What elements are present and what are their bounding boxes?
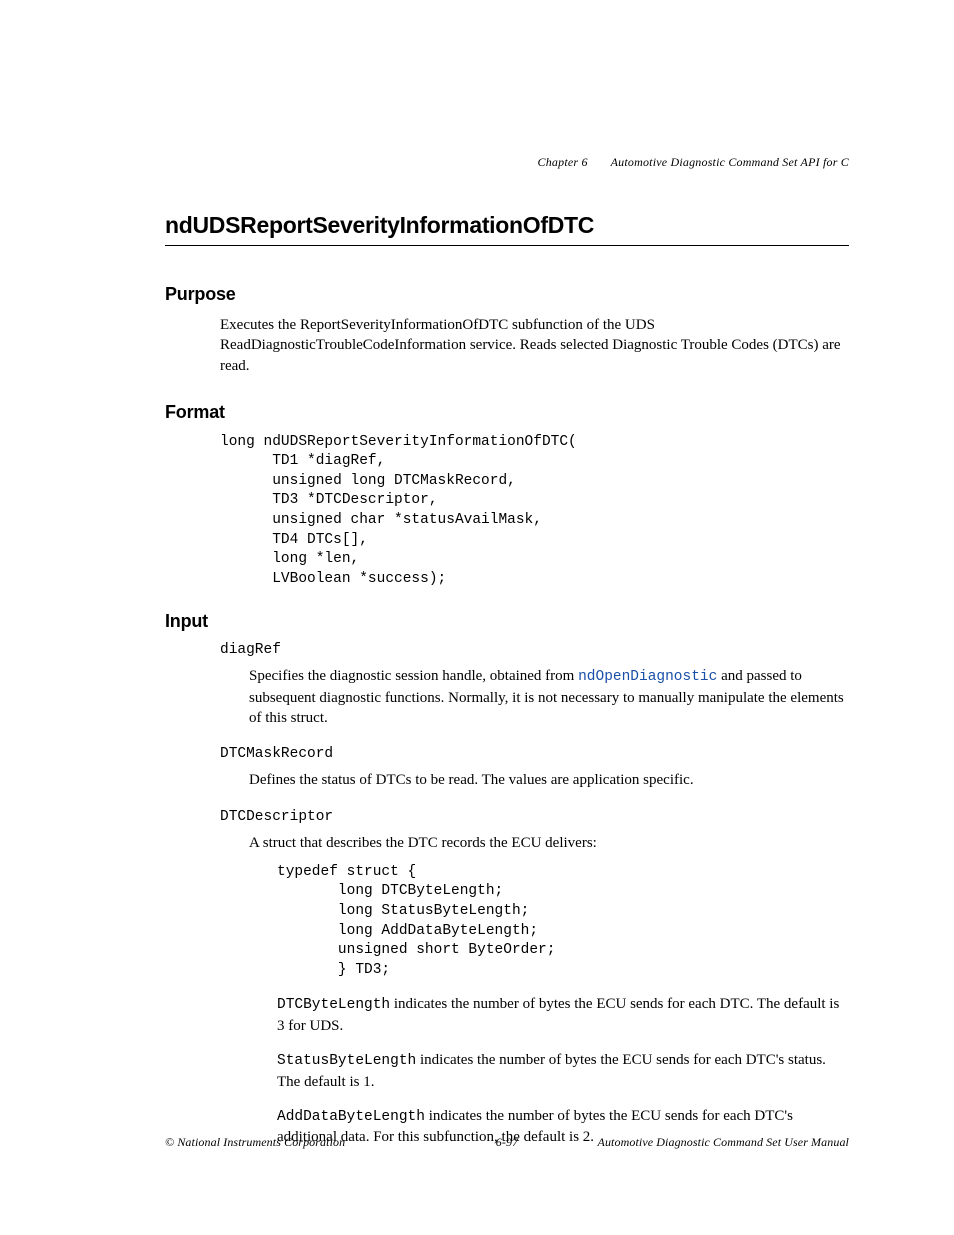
- diagref-desc-pre: Specifies the diagnostic session handle,…: [249, 668, 578, 684]
- param-diagref-name: diagRef: [220, 642, 849, 658]
- header-chapter: Chapter 6: [538, 155, 588, 169]
- dtcdescriptor-intro: A struct that describes the DTC records …: [249, 833, 849, 853]
- footer-manual-title: Automotive Diagnostic Command Set User M…: [598, 1135, 849, 1150]
- param-dtcdescriptor-name: DTCDescriptor: [220, 809, 849, 825]
- input-heading: Input: [165, 611, 849, 632]
- param-dtcmaskrecord-name: DTCMaskRecord: [220, 746, 849, 762]
- field-dtcbytelength-name: DTCByteLength: [277, 997, 390, 1013]
- field-adddatabytelength-name: AddDataByteLength: [277, 1109, 425, 1125]
- field-dtcbytelength: DTCByteLength indicates the number of by…: [277, 994, 849, 1036]
- header-title: Automotive Diagnostic Command Set API fo…: [611, 155, 849, 169]
- format-code: long ndUDSReportSeverityInformationOfDTC…: [220, 433, 849, 590]
- param-dtcmaskrecord-desc: Defines the status of DTCs to be read. T…: [249, 770, 849, 790]
- purpose-heading: Purpose: [165, 284, 849, 305]
- footer-page-number: 6-97: [496, 1135, 518, 1150]
- field-statusbytelength: StatusByteLength indicates the number of…: [277, 1050, 849, 1092]
- footer-copyright: © National Instruments Corporation: [165, 1135, 345, 1150]
- running-header: Chapter 6 Automotive Diagnostic Command …: [165, 155, 849, 170]
- format-heading: Format: [165, 402, 849, 423]
- ndopendiagnostic-link[interactable]: ndOpenDiagnostic: [578, 669, 717, 685]
- param-diagref-desc: Specifies the diagnostic session handle,…: [249, 666, 849, 728]
- field-statusbytelength-name: StatusByteLength: [277, 1053, 416, 1069]
- purpose-body: Executes the ReportSeverityInformationOf…: [220, 315, 849, 376]
- dtcdescriptor-struct: typedef struct { long DTCByteLength; lon…: [277, 863, 849, 980]
- function-title: ndUDSReportSeverityInformationOfDTC: [165, 212, 849, 246]
- page-footer: © National Instruments Corporation 6-97 …: [165, 1135, 849, 1150]
